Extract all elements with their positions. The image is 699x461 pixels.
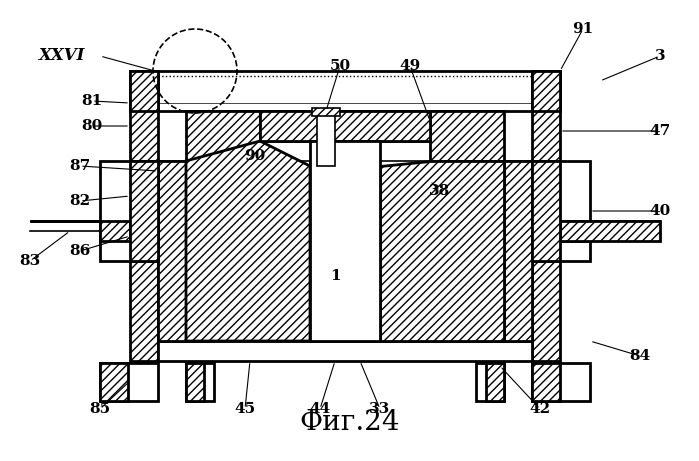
Polygon shape	[186, 363, 204, 401]
Polygon shape	[310, 141, 380, 341]
Polygon shape	[186, 161, 310, 341]
Polygon shape	[100, 161, 158, 261]
Polygon shape	[380, 161, 504, 341]
Polygon shape	[532, 363, 590, 401]
Polygon shape	[317, 111, 335, 166]
Polygon shape	[482, 161, 532, 341]
Text: 80: 80	[81, 119, 103, 133]
Text: XXVI: XXVI	[39, 47, 85, 65]
Text: 49: 49	[399, 59, 421, 73]
Polygon shape	[158, 241, 208, 341]
Polygon shape	[560, 221, 660, 241]
Polygon shape	[260, 111, 430, 141]
Text: 42: 42	[529, 402, 551, 416]
Polygon shape	[532, 161, 590, 261]
Text: 3: 3	[655, 49, 665, 63]
Polygon shape	[430, 111, 504, 161]
Polygon shape	[130, 161, 158, 261]
Polygon shape	[158, 341, 532, 361]
Polygon shape	[532, 71, 560, 361]
Polygon shape	[186, 363, 214, 401]
Polygon shape	[532, 363, 560, 401]
Text: 47: 47	[649, 124, 670, 138]
Polygon shape	[560, 221, 660, 241]
Polygon shape	[460, 111, 504, 161]
Text: 85: 85	[89, 402, 110, 416]
Text: 81: 81	[81, 94, 103, 108]
Polygon shape	[260, 111, 430, 141]
Text: 83: 83	[20, 254, 41, 268]
Polygon shape	[486, 363, 504, 401]
Polygon shape	[158, 161, 208, 341]
Polygon shape	[380, 161, 504, 341]
Polygon shape	[30, 221, 130, 241]
Text: 91: 91	[572, 22, 593, 36]
Polygon shape	[100, 363, 128, 401]
Text: 82: 82	[69, 194, 91, 208]
Text: 1: 1	[330, 269, 340, 283]
Text: 50: 50	[329, 59, 351, 73]
Text: 87: 87	[69, 159, 91, 173]
Polygon shape	[130, 71, 158, 361]
Text: 86: 86	[69, 244, 91, 258]
Polygon shape	[532, 161, 560, 261]
Text: 90: 90	[245, 149, 266, 163]
Polygon shape	[532, 71, 560, 111]
Text: 40: 40	[649, 204, 670, 218]
Polygon shape	[100, 363, 158, 401]
Polygon shape	[476, 363, 504, 401]
Text: 38: 38	[429, 184, 451, 198]
Polygon shape	[186, 141, 310, 341]
Text: Фиг.24: Фиг.24	[300, 409, 401, 436]
Text: 33: 33	[369, 402, 391, 416]
Polygon shape	[130, 71, 158, 111]
Text: 84: 84	[629, 349, 651, 363]
Text: 45: 45	[234, 402, 256, 416]
Polygon shape	[186, 111, 260, 161]
Polygon shape	[504, 161, 532, 341]
Polygon shape	[312, 108, 340, 116]
Text: 44: 44	[310, 402, 331, 416]
Polygon shape	[130, 71, 560, 111]
Polygon shape	[158, 161, 186, 341]
Polygon shape	[186, 111, 260, 161]
